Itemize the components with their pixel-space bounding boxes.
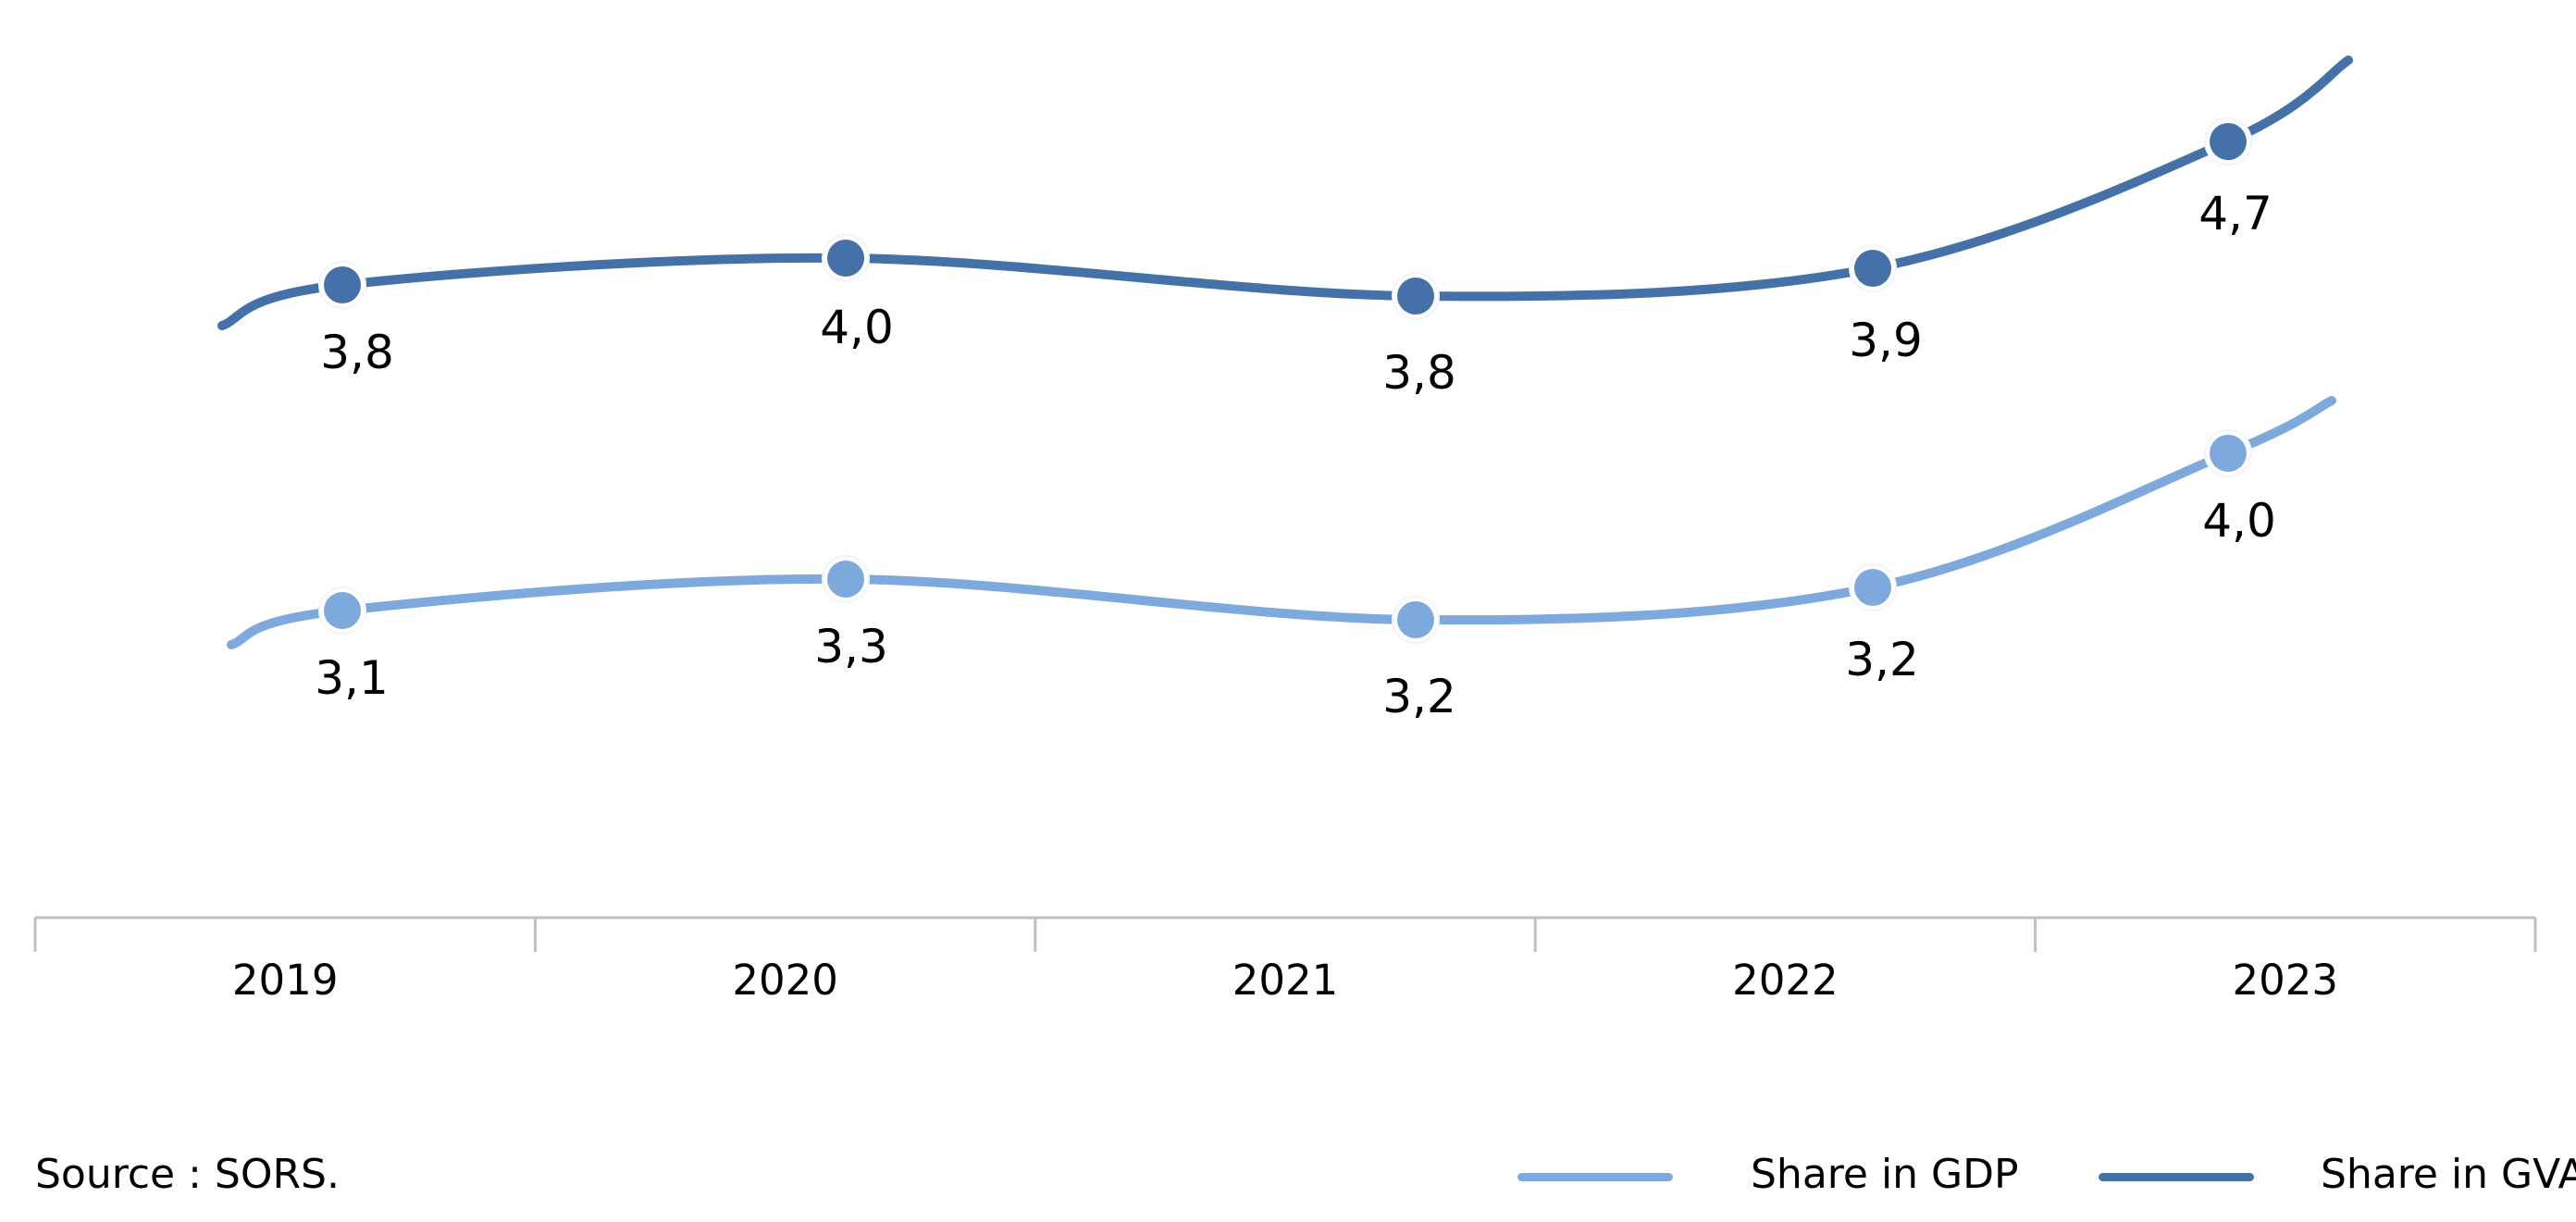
legend-label-gdp: Share in GDP [1751, 1151, 2019, 1198]
legend-swatch-gva [2099, 1173, 2254, 1181]
data-point-gdp [2210, 435, 2247, 472]
data-label-gva: 3,9 [1849, 314, 1923, 367]
data-label-gdp: 3,3 [814, 620, 888, 673]
data-label-gva: 4,0 [820, 301, 894, 354]
data-label-gva: 3,8 [320, 326, 394, 379]
data-point-gdp [324, 592, 361, 629]
data-point-gva [2210, 123, 2247, 160]
series-line-gdp [227, 396, 2336, 649]
x-tick-label: 2022 [1732, 956, 1839, 1005]
legend-swatch-gdp [1517, 1173, 1673, 1181]
legend-label-gva: Share in GVA [2321, 1151, 2576, 1198]
data-label-gdp: 3,2 [1382, 670, 1456, 723]
series-layer: 3,1 3,3 3,2 3,2 4,0 3,8 4,0 3,8 3,9 4,7 [217, 56, 2353, 723]
data-point-gva [324, 266, 361, 303]
data-label-gva: 4,7 [2198, 187, 2273, 241]
x-tick-label: 2019 [232, 956, 339, 1005]
source-note: Source : SORS. [35, 1151, 340, 1198]
x-tick-label: 2021 [1232, 956, 1339, 1005]
data-label-gdp: 3,2 [1845, 633, 1919, 686]
data-point-gdp [1397, 601, 1434, 638]
x-tick-label: 2020 [732, 956, 838, 1005]
data-label-gdp: 3,1 [315, 651, 389, 705]
series-line-gva [217, 56, 2353, 330]
data-label-gdp: 4,0 [2202, 494, 2276, 548]
data-label-gva: 3,8 [1382, 346, 1456, 400]
data-point-gva [1397, 278, 1434, 315]
data-point-gva [1854, 250, 1891, 287]
x-axis: 2019 2020 2021 2022 2023 [33, 916, 2537, 1005]
x-tick-label: 2023 [2233, 956, 2339, 1005]
data-point-gdp [827, 561, 864, 598]
data-point-gdp [1854, 569, 1891, 606]
data-point-gva [827, 240, 864, 277]
